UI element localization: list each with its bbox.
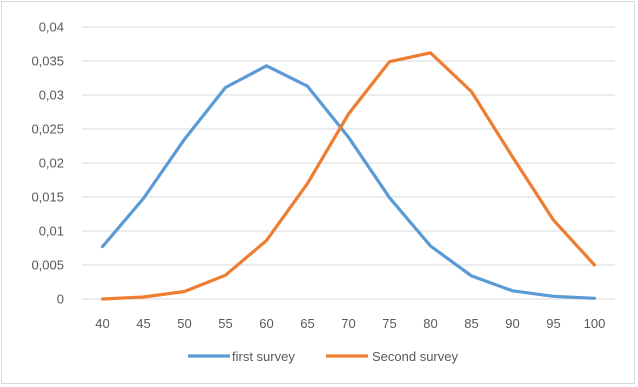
- legend: first survey Second survey: [188, 349, 458, 364]
- y-tick-label: 0,02: [39, 156, 64, 171]
- x-tick-label: 90: [505, 316, 519, 331]
- x-axis-tick-labels: 40 45 50 55 60 65 70 75 80 85 90 95 100: [95, 316, 605, 331]
- x-tick-label: 40: [95, 316, 109, 331]
- x-tick-label: 95: [546, 316, 560, 331]
- x-tick-label: 70: [341, 316, 355, 331]
- y-tick-label: 0,005: [31, 258, 64, 273]
- y-axis-tick-labels: 0 0,005 0,01 0,015 0,02 0,025 0,03 0,035 0,04: [31, 20, 64, 307]
- y-tick-label: 0: [57, 292, 64, 307]
- series-lines: [100, 51, 597, 301]
- x-tick-label: 100: [584, 316, 606, 331]
- gridlines: [82, 26, 615, 300]
- series-line-1: [100, 64, 597, 300]
- x-tick-label: 55: [218, 316, 232, 331]
- y-tick-label: 0,035: [31, 54, 64, 69]
- x-tick-label: 85: [464, 316, 478, 331]
- series-line-2: [100, 51, 597, 301]
- legend-label-1: first survey: [232, 349, 295, 364]
- legend-label-2: Second survey: [372, 349, 458, 364]
- y-tick-label: 0,015: [31, 190, 64, 205]
- y-tick-label: 0,01: [39, 224, 64, 239]
- x-tick-label: 60: [259, 316, 273, 331]
- y-tick-label: 0,04: [39, 20, 64, 35]
- x-tick-label: 50: [177, 316, 191, 331]
- x-tick-label: 80: [423, 316, 437, 331]
- y-tick-label: 0,03: [39, 88, 64, 103]
- x-tick-label: 75: [382, 316, 396, 331]
- x-tick-label: 65: [300, 316, 314, 331]
- y-tick-label: 0,025: [31, 122, 64, 137]
- x-tick-label: 45: [136, 316, 150, 331]
